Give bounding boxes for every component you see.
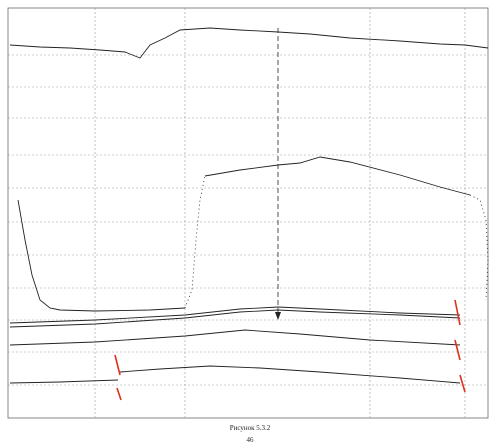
line-1b [9,306,461,324]
page-number: 46 [247,436,255,444]
line-3 [9,379,119,384]
break-mark [114,354,121,376]
break-mark [454,299,461,326]
line-4 [119,365,461,384]
grid [8,8,488,418]
terrain-profile [9,27,489,59]
break-mark [454,339,461,361]
curve-tail [469,194,489,301]
arrow-head [275,312,281,320]
frame [7,7,489,419]
break-mark [459,374,466,393]
line-1 [9,309,461,328]
curve-gap [184,175,206,309]
break-mark [116,387,122,401]
caption: Рисунок 5.3.2 [230,424,271,432]
curve-right [204,156,471,196]
curve-left [17,199,186,312]
line-2 [9,329,461,346]
